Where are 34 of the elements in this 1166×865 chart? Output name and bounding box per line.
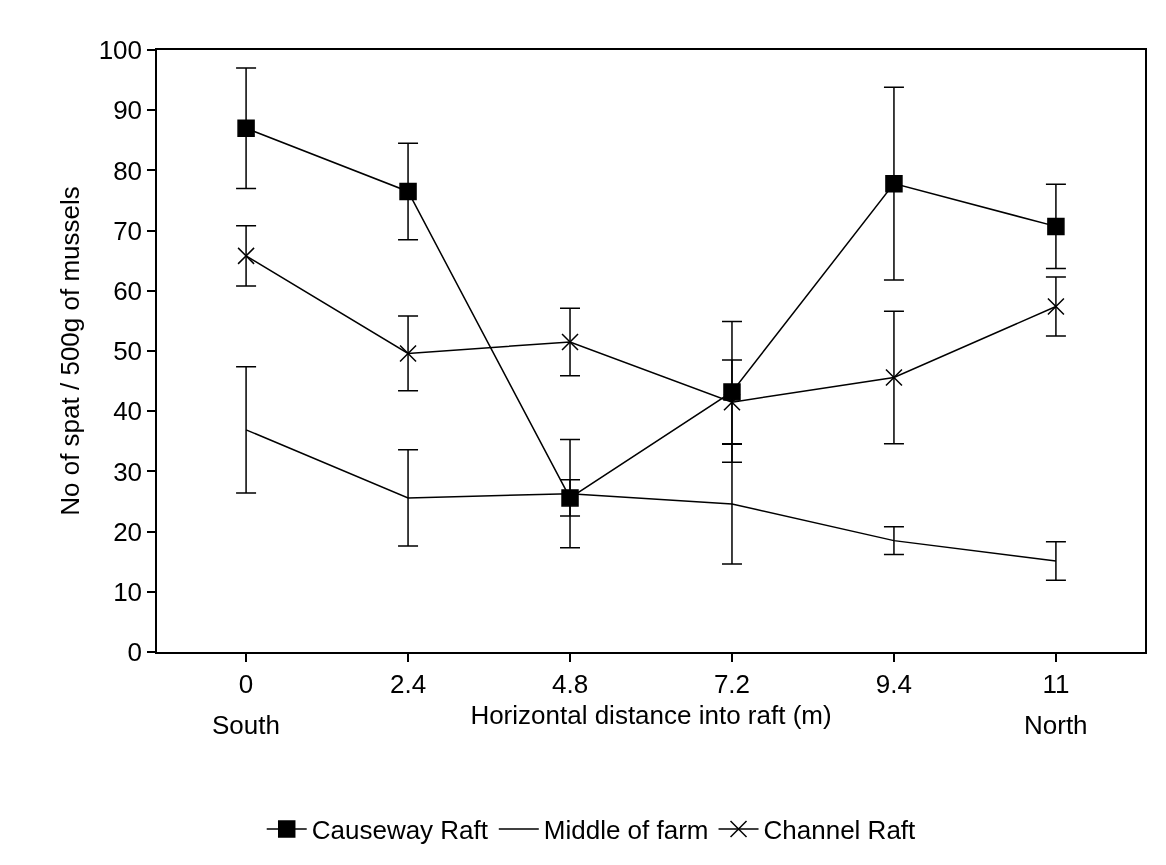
x-tick-label: 11 (1042, 668, 1070, 699)
legend-label: Causeway Raft (311, 815, 489, 846)
y-tick-label: 90 (113, 95, 143, 126)
y-tick-label: 60 (113, 275, 143, 306)
point (237, 119, 255, 138)
text: North (1024, 710, 1088, 740)
y-tick-label: 20 (113, 516, 143, 547)
point (237, 247, 255, 265)
point (561, 333, 579, 351)
point (885, 174, 903, 193)
y-tick-label: 40 (113, 396, 143, 427)
x-tick-label: 4.8 (551, 668, 589, 699)
text: South (212, 710, 280, 740)
point (1047, 217, 1065, 236)
point (399, 344, 417, 363)
y-tick-label: 10 (113, 576, 143, 607)
y-tick-label: 70 (113, 215, 143, 246)
x-tick-label: 7.2 (713, 668, 751, 699)
point (885, 368, 903, 387)
y-tick-label: 50 (113, 336, 143, 367)
y-tick-label: 100 (98, 35, 143, 66)
point (723, 393, 741, 411)
legend-label: Channel Raft (763, 815, 917, 846)
point (399, 182, 417, 201)
point (1047, 297, 1065, 316)
y-tick-label: 80 (113, 155, 143, 186)
y-tick-label: 0 (127, 637, 143, 668)
legend-label: Middle of farm (543, 815, 709, 846)
x-tick-label: 2.4 (389, 668, 427, 699)
y-tick-label: 30 (113, 456, 143, 487)
x-tick-label: 0 (238, 668, 254, 699)
y-axis-title: No of spat / 500g of mussels (54, 186, 85, 516)
x-tick-label: 9.4 (875, 668, 913, 699)
x-axis-title: Horizontal distance into raft (m) (470, 700, 832, 731)
